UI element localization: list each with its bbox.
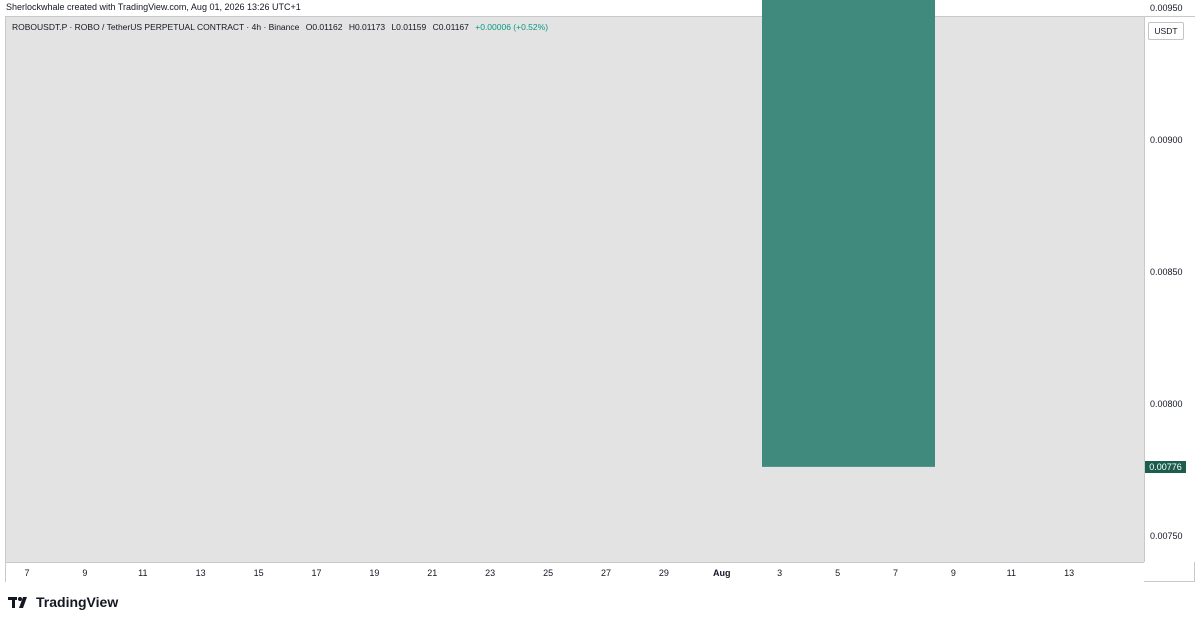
plot-area[interactable] xyxy=(6,17,1144,562)
symbol-legend[interactable]: ROBOUSDT.P · ROBO / TetherUS PERPETUAL C… xyxy=(12,22,552,32)
time-tick-label: 29 xyxy=(658,568,669,578)
time-tick-label: 13 xyxy=(1064,568,1075,578)
ohlc-change: +0.00006 (+0.52%) xyxy=(475,22,549,32)
time-tick-label: 11 xyxy=(138,568,148,578)
ohlc-close: C0.01167 xyxy=(432,22,469,32)
time-tick-label: 5 xyxy=(835,568,841,578)
time-tick-label: 27 xyxy=(600,568,612,578)
time-tick-label: 15 xyxy=(253,568,264,578)
price-tick-label: 0.00950 xyxy=(1150,2,1183,13)
brand-name: TradingView xyxy=(36,594,119,610)
tradingview-brand[interactable]: TradingView xyxy=(8,594,118,610)
time-tick-label: 17 xyxy=(311,568,322,578)
currency-selector[interactable]: USDT xyxy=(1148,22,1184,40)
price-tick-label: 0.00900 xyxy=(1150,134,1183,145)
price-tick-label: 0.00800 xyxy=(1150,398,1183,409)
symbol-description[interactable]: ROBOUSDT.P · ROBO / TetherUS PERPETUAL C… xyxy=(12,22,300,32)
time-tick-label: 13 xyxy=(195,568,206,578)
time-tick-label: 9 xyxy=(82,568,88,578)
price-tick-label: 0.00750 xyxy=(1150,530,1183,541)
time-tick-label: 7 xyxy=(892,568,899,578)
price-label-tag[interactable]: 0.00776 xyxy=(1145,460,1186,473)
time-tick-label: 25 xyxy=(543,568,554,578)
ohlc-low: L0.01159 xyxy=(391,22,427,32)
price-tick-label: 0.00850 xyxy=(1150,266,1183,277)
time-tick-label: Aug xyxy=(713,568,731,578)
time-tick-label: 7 xyxy=(24,568,30,578)
time-tick-label: 19 xyxy=(369,568,380,578)
tradingview-logo-icon xyxy=(8,597,27,608)
chart-credit: Sherlockwhale created with TradingView.c… xyxy=(6,2,301,12)
ohlc-high: H0.01173 xyxy=(348,22,386,32)
time-tick-label: 9 xyxy=(950,568,956,578)
position-target-zone xyxy=(762,0,935,467)
time-axis[interactable]: 7 9 11 13 15 17 19 21 23 25 27 29 Aug 3 5 7 9 11 13 xyxy=(6,562,1144,582)
ohlc-open: O0.01162 xyxy=(305,22,343,32)
time-tick-label: 23 xyxy=(485,568,496,578)
time-tick-label: 21 xyxy=(427,568,438,578)
time-tick-label: 3 xyxy=(777,568,783,578)
time-tick-label: 11 xyxy=(1006,568,1016,578)
